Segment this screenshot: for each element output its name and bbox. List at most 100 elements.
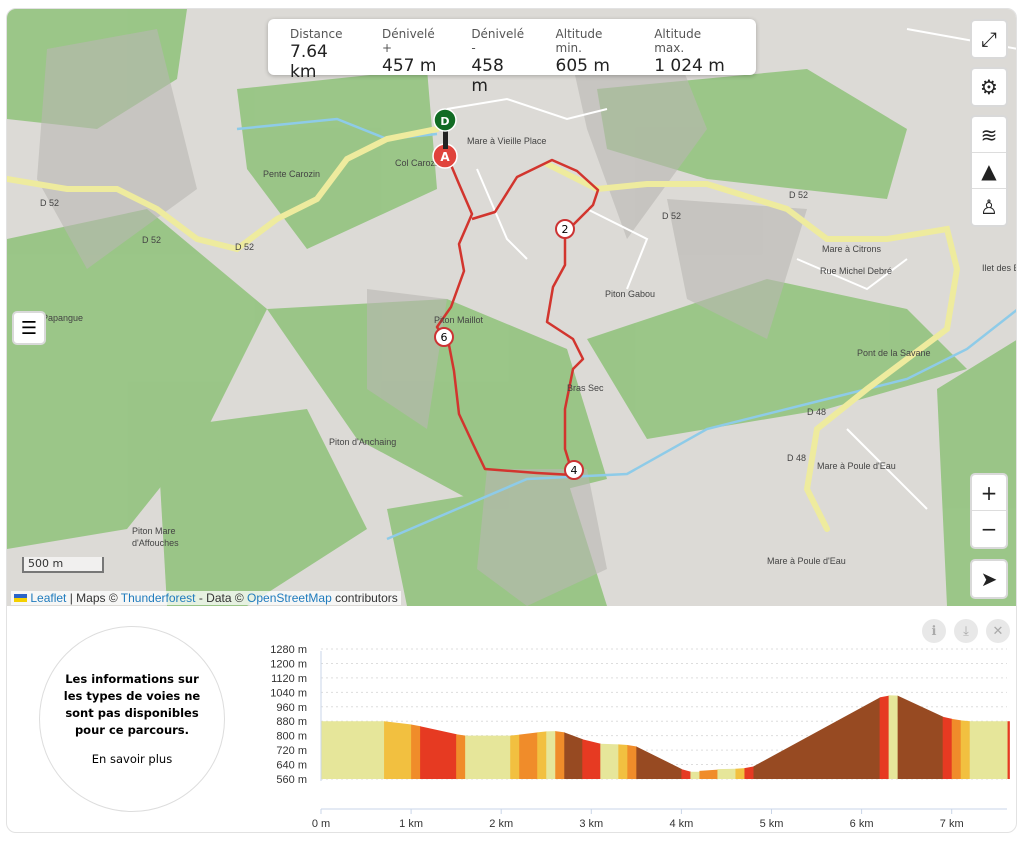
road-type-info: Les informations sur les types de voies … [39,626,225,812]
stat-label: Distance [290,27,343,41]
elevation-segment [465,735,511,779]
y-tick-label: 1280 m [270,644,307,656]
stat-value: 1 024 m [654,56,725,76]
map-label: D 52 [142,235,161,245]
gear-icon[interactable]: ⚙ [980,75,998,99]
settings-control[interactable]: ⚙ [970,67,1008,107]
x-tick-label: 1 km [399,818,423,830]
y-tick-label: 560 m [276,774,307,786]
zoom-in-button[interactable]: + [972,475,1006,511]
map-label: Ilet des Bar [982,263,1017,273]
locate-icon[interactable]: ➤ [980,567,998,591]
scale-bar: 500 m [22,557,104,573]
x-tick-label: 6 km [850,818,874,830]
map-label: Mare à Citrons [822,244,882,254]
close-button[interactable]: ✕ [986,619,1010,643]
layers-icon[interactable]: ≋ [972,117,1006,153]
learn-more-link[interactable]: En savoir plus [91,751,173,766]
elevation-segment [753,697,881,779]
elevation-segment [717,768,736,779]
osm-link[interactable]: OpenStreetMap [247,591,332,605]
ukraine-flag-icon [14,594,27,602]
map-label: Pente Carozin [263,169,320,179]
map-label: D 52 [662,211,681,221]
download-icon: ⤓ [963,623,969,639]
elevation-segment [690,771,700,779]
marker-start[interactable]: D [433,108,457,149]
elevation-segment [546,731,556,779]
stat-label: Altitude min. [555,27,603,55]
mountain-icon[interactable]: ▲ [972,153,1006,189]
leaflet-link[interactable]: Leaflet [30,591,67,605]
stat-label: Dénivelé - [471,27,525,55]
map-label: D 52 [235,242,254,252]
x-tick-label: 3 km [579,818,603,830]
stat-item: Distance 7.64 km [290,27,352,82]
elevation-segment [1007,721,1010,779]
download-button[interactable]: ⤓ [954,619,978,643]
x-tick-label: 4 km [669,818,693,830]
y-tick-label: 720 m [276,745,307,757]
elevation-segment [735,768,745,779]
elevation-segment [582,739,601,779]
stat-value: 457 m [382,56,437,76]
map-labels: Mare à Vieille Place Col Carozin Pente Car… [40,136,1017,566]
map-label: Piton Maillot [434,315,484,325]
y-tick-label: 960 m [276,702,307,714]
x-tick-label: 7 km [940,818,964,830]
map-label: Mare à Vieille Place [467,136,546,146]
elevation-segment [681,769,691,779]
stat-value: 458 m [471,56,504,96]
map-label: Pont de la Savane [857,348,931,358]
elevation-segment [897,695,944,779]
elevation-segment [699,769,718,779]
elevation-segment [879,695,890,779]
x-tick-label: 5 km [760,818,784,830]
elevation-segment [456,734,466,779]
map-label: Piton d'Anchaing [329,437,396,447]
fullscreen-control[interactable]: ⤢ [970,19,1008,59]
map-label: Bras Sec [567,383,604,393]
map-label: D 48 [787,453,806,463]
stat-item: Altitude max. 1 024 m [654,27,726,76]
y-tick-label: 640 m [276,760,307,772]
close-icon: ✕ [992,623,1004,639]
elevation-segment [951,718,962,779]
elevation-segment [411,724,421,779]
map[interactable]: Mare à Vieille Place Col Carozin Pente Car… [7,9,1017,606]
map-label: Papangue [42,313,83,323]
zoom-out-button[interactable]: − [980,517,998,541]
elevation-segment [942,716,953,779]
elevation-segment [537,731,547,779]
info-button[interactable]: ℹ [922,619,946,643]
map-label: d'Affouches [132,538,179,548]
km-marker-4: 4 [564,460,584,480]
map-label: Mare à Poule d'Eau [767,556,846,566]
stat-value: 605 m [555,56,610,76]
map-label: Piton Gabou [605,289,655,299]
km-marker-6: 6 [434,327,454,347]
elevation-segment [627,745,637,779]
elevation-segment [564,732,583,779]
locate-control[interactable]: ➤ [970,559,1008,599]
elevation-segment [420,726,457,779]
thunderforest-link[interactable]: Thunderforest [120,591,196,605]
map-canvas[interactable]: Mare à Vieille Place Col Carozin Pente Car… [7,9,1017,606]
stat-item: Dénivelé +457 m [382,27,441,76]
svg-text:4: 4 [571,464,578,477]
roads [7,126,961,532]
elevation-segment [519,732,538,779]
stat-label: Altitude max. [654,27,702,55]
elevation-segment [636,746,682,779]
svg-text:D: D [440,115,449,128]
elevation-segment [618,744,628,779]
stat-value: 7.64 km [290,42,328,82]
person-pin-icon[interactable]: ♙ [980,195,998,219]
svg-text:A: A [440,150,450,164]
fullscreen-icon[interactable]: ⤢ [981,27,997,51]
menu-button[interactable]: ☰ [12,311,46,345]
stat-item: Altitude min. 605 m [555,27,625,76]
route-line[interactable] [435,158,600,477]
elevation-chart[interactable]: 1280 m 1200 m 1120 m 1040 m 960 m 880 m 800 m 7… [7,609,1017,833]
elevation-segment [384,721,412,779]
